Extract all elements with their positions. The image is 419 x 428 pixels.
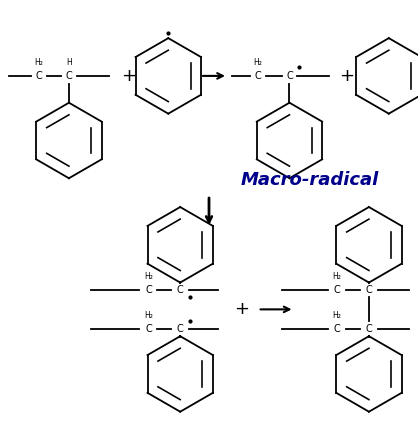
Text: C: C [36, 71, 42, 81]
Text: Macro-radical: Macro-radical [240, 171, 378, 189]
Text: C: C [254, 71, 261, 81]
Text: C: C [145, 285, 152, 294]
Text: C: C [286, 71, 293, 81]
Text: +: + [234, 300, 249, 318]
Text: C: C [177, 285, 184, 294]
Text: H: H [66, 58, 72, 67]
Text: C: C [145, 324, 152, 334]
Text: H₂: H₂ [333, 311, 341, 320]
Text: C: C [365, 324, 372, 334]
Text: H₂: H₂ [333, 271, 341, 281]
Text: C: C [177, 324, 184, 334]
Text: C: C [334, 324, 341, 334]
Text: H₂: H₂ [35, 58, 44, 67]
Text: C: C [365, 285, 372, 294]
Text: C: C [65, 71, 72, 81]
Text: H₂: H₂ [253, 58, 262, 67]
Text: H₂: H₂ [144, 311, 153, 320]
Text: C: C [334, 285, 341, 294]
Text: +: + [121, 67, 136, 85]
Text: H₂: H₂ [144, 271, 153, 281]
Text: +: + [339, 67, 354, 85]
